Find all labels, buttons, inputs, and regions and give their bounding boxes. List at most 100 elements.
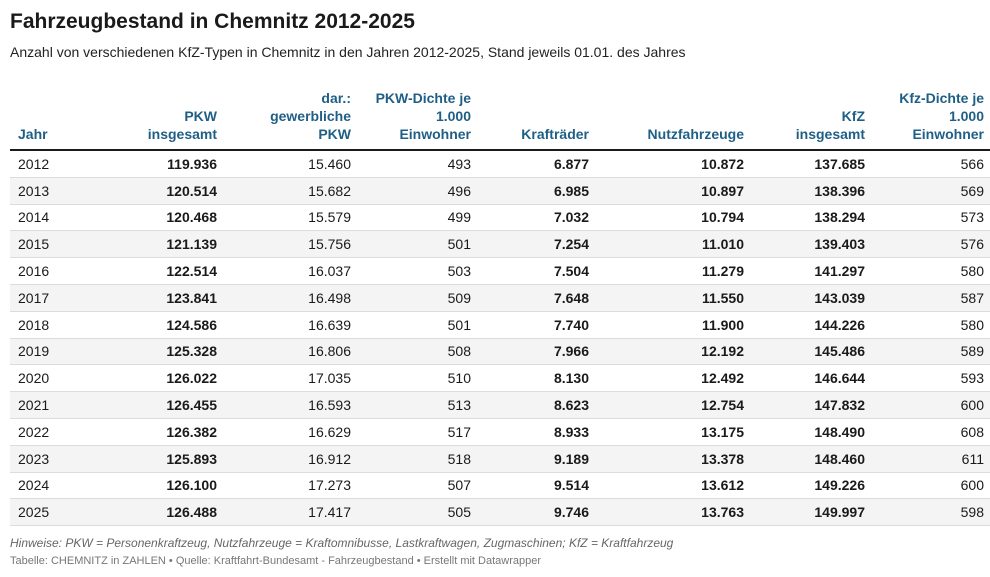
table-cell: 573 xyxy=(873,204,990,232)
table-cell: 147.832 xyxy=(752,391,873,419)
table-cell: 600 xyxy=(873,472,990,500)
table-cell: 8.933 xyxy=(479,418,597,446)
table-cell: 2014 xyxy=(10,204,105,232)
table-cell: 148.460 xyxy=(752,445,873,473)
table-cell: 12.754 xyxy=(597,391,752,419)
table-cell: 125.328 xyxy=(105,338,225,366)
table-cell: 119.936 xyxy=(105,150,225,178)
table-cell: 13.612 xyxy=(597,472,752,500)
table-cell: 509 xyxy=(359,284,479,312)
table-cell: 10.872 xyxy=(597,150,752,178)
table-row: 2016 122.514 16.037 503 7.504 11.279 141.297 58… xyxy=(10,257,990,285)
table-cell: 12.192 xyxy=(597,338,752,366)
table-cell: 2012 xyxy=(10,150,105,178)
table-cell: 123.841 xyxy=(105,284,225,312)
table-cell: 6.877 xyxy=(479,150,597,178)
chart-title: Fahrzeugbestand in Chemnitz 2012-2025 xyxy=(10,10,415,33)
footnote-notes: Hinweise: PKW = Personenkraftzeug, Nutzf… xyxy=(10,536,674,550)
table-cell: 146.644 xyxy=(752,364,873,393)
table-cell: 126.100 xyxy=(105,472,225,500)
table-cell: 593 xyxy=(873,364,990,393)
table-cell: 8.623 xyxy=(479,391,597,419)
table-row: 2017 123.841 16.498 509 7.648 11.550 143.039 58… xyxy=(10,284,990,312)
table-cell: 11.279 xyxy=(597,257,752,285)
table-cell: 15.682 xyxy=(225,177,359,205)
table-cell: 143.039 xyxy=(752,284,873,312)
table-cell: 16.629 xyxy=(225,418,359,446)
table-cell: 126.455 xyxy=(105,391,225,419)
table-cell: 16.806 xyxy=(225,338,359,366)
table-cell: 569 xyxy=(873,177,990,205)
table-cell: 608 xyxy=(873,418,990,446)
column-header: KfZ insgesamt xyxy=(795,108,865,142)
table-cell: 2023 xyxy=(10,445,105,473)
table-cell: 16.593 xyxy=(225,391,359,419)
table-cell: 2018 xyxy=(10,311,105,339)
table-cell: 148.490 xyxy=(752,418,873,446)
table-cell: 499 xyxy=(359,204,479,232)
table-cell: 15.579 xyxy=(225,204,359,232)
table-cell: 126.022 xyxy=(105,364,225,393)
table-cell: 507 xyxy=(359,472,479,500)
table-cell: 15.756 xyxy=(225,230,359,259)
table-row: 2025 126.488 17.417 505 9.746 13.763 149.997 59… xyxy=(10,498,990,527)
table-cell: 501 xyxy=(359,230,479,259)
table-cell: 125.893 xyxy=(105,445,225,473)
table-row: 2015 121.139 15.756 501 7.254 11.010 139.403 57… xyxy=(10,230,990,259)
table-cell: 598 xyxy=(873,498,990,527)
data-table: Jahr PKW insgesamt dar.: gewerbliche PKW PK… xyxy=(10,89,990,527)
table-cell: 2020 xyxy=(10,364,105,393)
table-row: 2024 126.100 17.273 507 9.514 13.612 149.226 60… xyxy=(10,472,990,500)
table-cell: 145.486 xyxy=(752,338,873,366)
table-cell: 8.130 xyxy=(479,364,597,393)
table-cell: 120.514 xyxy=(105,177,225,205)
table-cell: 2016 xyxy=(10,257,105,285)
table-cell: 10.897 xyxy=(597,177,752,205)
column-header: PKW-Dichte je 1.000 Einwohner xyxy=(375,90,471,142)
table-cell: 144.226 xyxy=(752,311,873,339)
table-row: 2019 125.328 16.806 508 7.966 12.192 145.486 58… xyxy=(10,338,990,366)
table-cell: 16.037 xyxy=(225,257,359,285)
table-cell: 137.685 xyxy=(752,150,873,178)
table-cell: 6.985 xyxy=(479,177,597,205)
column-header: PKW insgesamt xyxy=(147,108,217,142)
table-cell: 9.189 xyxy=(479,445,597,473)
table-cell: 13.175 xyxy=(597,418,752,446)
table-cell: 493 xyxy=(359,150,479,178)
table-cell: 16.912 xyxy=(225,445,359,473)
table-cell: 121.139 xyxy=(105,230,225,259)
table-cell: 120.468 xyxy=(105,204,225,232)
table-cell: 10.794 xyxy=(597,204,752,232)
table-cell: 2015 xyxy=(10,230,105,259)
table-cell: 141.297 xyxy=(752,257,873,285)
table-cell: 122.514 xyxy=(105,257,225,285)
table-cell: 138.396 xyxy=(752,177,873,205)
table-cell: 11.900 xyxy=(597,311,752,339)
table-cell: 138.294 xyxy=(752,204,873,232)
table-cell: 2017 xyxy=(10,284,105,312)
table-cell: 2025 xyxy=(10,498,105,527)
column-header: Nutzfahrzeuge xyxy=(647,126,744,142)
table-cell: 508 xyxy=(359,338,479,366)
table-cell: 7.966 xyxy=(479,338,597,366)
table-row: 2023 125.893 16.912 518 9.189 13.378 148.460 61… xyxy=(10,445,990,473)
table-cell: 17.417 xyxy=(225,498,359,527)
table-cell: 518 xyxy=(359,445,479,473)
table-cell: 517 xyxy=(359,418,479,446)
column-header: Kfz-Dichte je 1.000 Einwohner xyxy=(899,90,984,142)
table-cell: 2021 xyxy=(10,391,105,419)
table-cell: 13.763 xyxy=(597,498,752,527)
table-cell: 587 xyxy=(873,284,990,312)
table-cell: 580 xyxy=(873,311,990,339)
table-cell: 9.746 xyxy=(479,498,597,527)
source-line: Tabelle: CHEMNITZ in ZAHLEN • Quelle: Kr… xyxy=(10,555,542,567)
table-cell: 149.997 xyxy=(752,498,873,527)
table-cell: 11.550 xyxy=(597,284,752,312)
table-cell: 16.639 xyxy=(225,311,359,339)
table-cell: 9.514 xyxy=(479,472,597,500)
table-row: 2012 119.936 15.460 493 6.877 10.872 137.685 56… xyxy=(10,150,990,178)
table-cell: 580 xyxy=(873,257,990,285)
table-row: 2013 120.514 15.682 496 6.985 10.897 138.396 56… xyxy=(10,177,990,205)
table-cell: 15.460 xyxy=(225,150,359,178)
table-cell: 2013 xyxy=(10,177,105,205)
